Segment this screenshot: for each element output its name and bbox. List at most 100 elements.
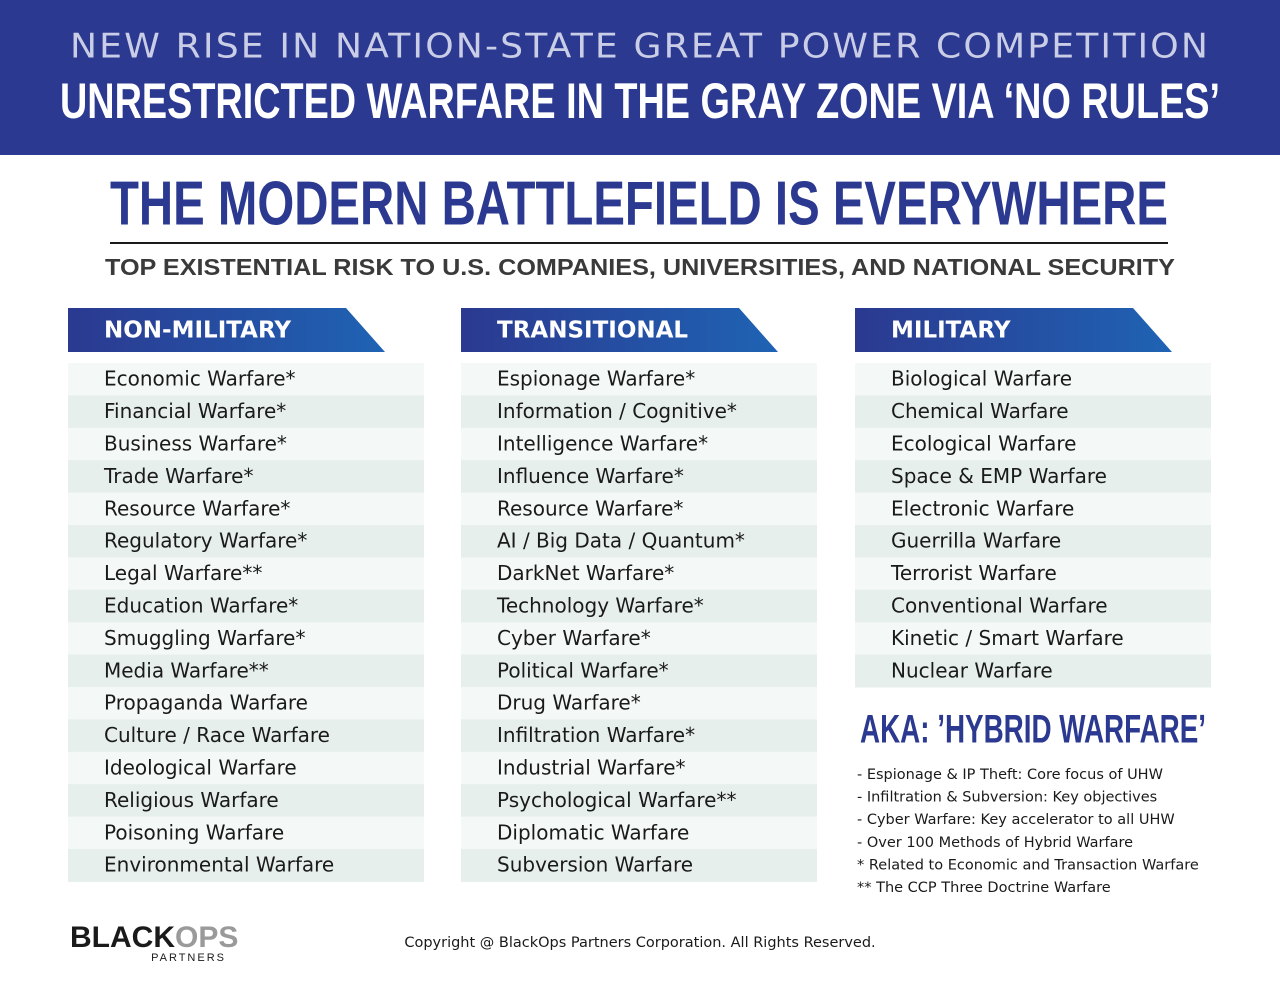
- row-background: [461, 557, 817, 591]
- row-item: Diplomatic Warfare: [497, 820, 689, 844]
- row-item: Environmental Warfare: [104, 853, 334, 877]
- row-item: Information / Cognitive*: [497, 399, 737, 423]
- note: * Related to Economic and Transaction Wa…: [857, 857, 1199, 873]
- row-item: Resource Warfare*: [497, 496, 683, 520]
- row-item: Influence Warfare*: [497, 464, 684, 488]
- row-item: Industrial Warfare*: [497, 756, 686, 780]
- column-heading: TRANSITIONAL: [497, 318, 688, 344]
- row-background: [855, 395, 1211, 429]
- row-background: [461, 751, 817, 785]
- row-background: [855, 427, 1211, 461]
- row-item: Trade Warfare*: [103, 464, 253, 488]
- row-item: Economic Warfare*: [104, 367, 296, 391]
- row-background: [855, 492, 1211, 526]
- row-background: [68, 460, 424, 494]
- row-background: [68, 557, 424, 591]
- column-tab: [461, 308, 778, 352]
- row-background: [855, 363, 1211, 396]
- row-item: Guerrilla Warfare: [891, 529, 1061, 553]
- headline-subtitle: TOP EXISTENTIAL RISK TO U.S. COMPANIES, …: [105, 254, 1175, 280]
- row-background: [855, 525, 1211, 558]
- row-background: [461, 622, 817, 656]
- row-item: Business Warfare*: [104, 432, 287, 456]
- column-heading: NON-MILITARY: [104, 318, 291, 344]
- row-item: AI / Big Data / Quantum*: [497, 529, 745, 553]
- column-tab: [855, 308, 1172, 352]
- note: - Espionage & IP Theft: Core focus of UH…: [857, 767, 1163, 783]
- row-item: Kinetic / Smart Warfare: [891, 626, 1124, 650]
- row-item: Media Warfare**: [104, 658, 269, 682]
- row-background: [68, 525, 424, 558]
- row-item: Infiltration Warfare*: [497, 723, 695, 747]
- row-item: Political Warfare*: [497, 658, 669, 682]
- row-item: Ideological Warfare: [104, 756, 297, 780]
- columns: NON-MILITARY Economic Warfare* Financial W…: [68, 308, 1211, 882]
- row-background: [68, 719, 424, 753]
- row-background: [461, 395, 817, 429]
- headline-title: THE MODERN BATTLEFIELD IS EVERYWHERE: [110, 169, 1168, 238]
- row-background: [68, 654, 424, 688]
- row-background: [68, 622, 424, 656]
- row-background: [855, 557, 1211, 591]
- row-item: Biological Warfare: [891, 367, 1072, 391]
- row-background: [461, 363, 817, 396]
- row-background: [461, 525, 817, 558]
- row-item: Drug Warfare*: [497, 691, 641, 715]
- row-item: Resource Warfare*: [104, 496, 290, 520]
- row-item: Culture / Race Warfare: [104, 723, 330, 747]
- row-background: [68, 816, 424, 850]
- row-item: Smuggling Warfare*: [104, 626, 305, 650]
- row-background: [855, 654, 1211, 688]
- logo-secondary: OPS: [175, 921, 238, 954]
- logo: BLACKOPS: [70, 921, 238, 954]
- logo-primary: BLACK: [70, 921, 175, 954]
- row-item: Ecological Warfare: [891, 432, 1076, 456]
- row-background: [68, 427, 424, 461]
- row-background: [461, 492, 817, 526]
- row-item: Espionage Warfare*: [497, 367, 695, 391]
- header-banner: [0, 0, 1280, 155]
- row-item: Nuclear Warfare: [891, 658, 1053, 682]
- note: ** The CCP Three Doctrine Warfare: [857, 880, 1111, 896]
- row-background: [461, 719, 817, 753]
- row-item: Electronic Warfare: [891, 496, 1074, 520]
- column-heading: MILITARY: [891, 318, 1011, 344]
- row-item: Legal Warfare**: [104, 561, 262, 585]
- row-background: [461, 589, 817, 623]
- row-item: Conventional Warfare: [891, 594, 1108, 618]
- header-title: UNRESTRICTED WARFARE IN THE GRAY ZONE VI…: [60, 73, 1220, 129]
- row-background: [68, 589, 424, 623]
- row-item: Regulatory Warfare*: [104, 529, 307, 553]
- row-item: Religious Warfare: [104, 788, 279, 812]
- header-kicker: NEW RISE IN NATION-STATE GREAT POWER COM…: [70, 27, 1210, 67]
- row-background: [855, 622, 1211, 656]
- row-item: Space & EMP Warfare: [891, 464, 1107, 488]
- row-item: Cyber Warfare*: [497, 626, 651, 650]
- row-item: Subversion Warfare: [497, 853, 693, 877]
- row-background: [461, 654, 817, 688]
- note: - Cyber Warfare: Key accelerator to all …: [857, 812, 1175, 828]
- row-background: [855, 460, 1211, 494]
- row-background: [68, 751, 424, 785]
- row-background: [68, 492, 424, 526]
- row-background: [461, 460, 817, 494]
- row-background: [461, 784, 817, 818]
- row-item: Terrorist Warfare: [890, 561, 1057, 585]
- row-item: Propaganda Warfare: [104, 691, 308, 715]
- row-item: Poisoning Warfare: [104, 820, 284, 844]
- row-background: [68, 395, 424, 429]
- row-item: Technology Warfare*: [496, 594, 704, 618]
- row-background: [461, 816, 817, 850]
- notes: - Espionage & IP Theft: Core focus of UH…: [857, 767, 1199, 896]
- row-item: Chemical Warfare: [891, 399, 1069, 423]
- row-background: [461, 427, 817, 461]
- row-background: [68, 687, 424, 720]
- row-background: [68, 363, 424, 396]
- row-background: [461, 849, 817, 882]
- note: - Infiltration & Subversion: Key objecti…: [857, 790, 1157, 806]
- row-background: [855, 589, 1211, 623]
- note: - Over 100 Methods of Hybrid Warfare: [857, 835, 1133, 851]
- row-background: [461, 687, 817, 720]
